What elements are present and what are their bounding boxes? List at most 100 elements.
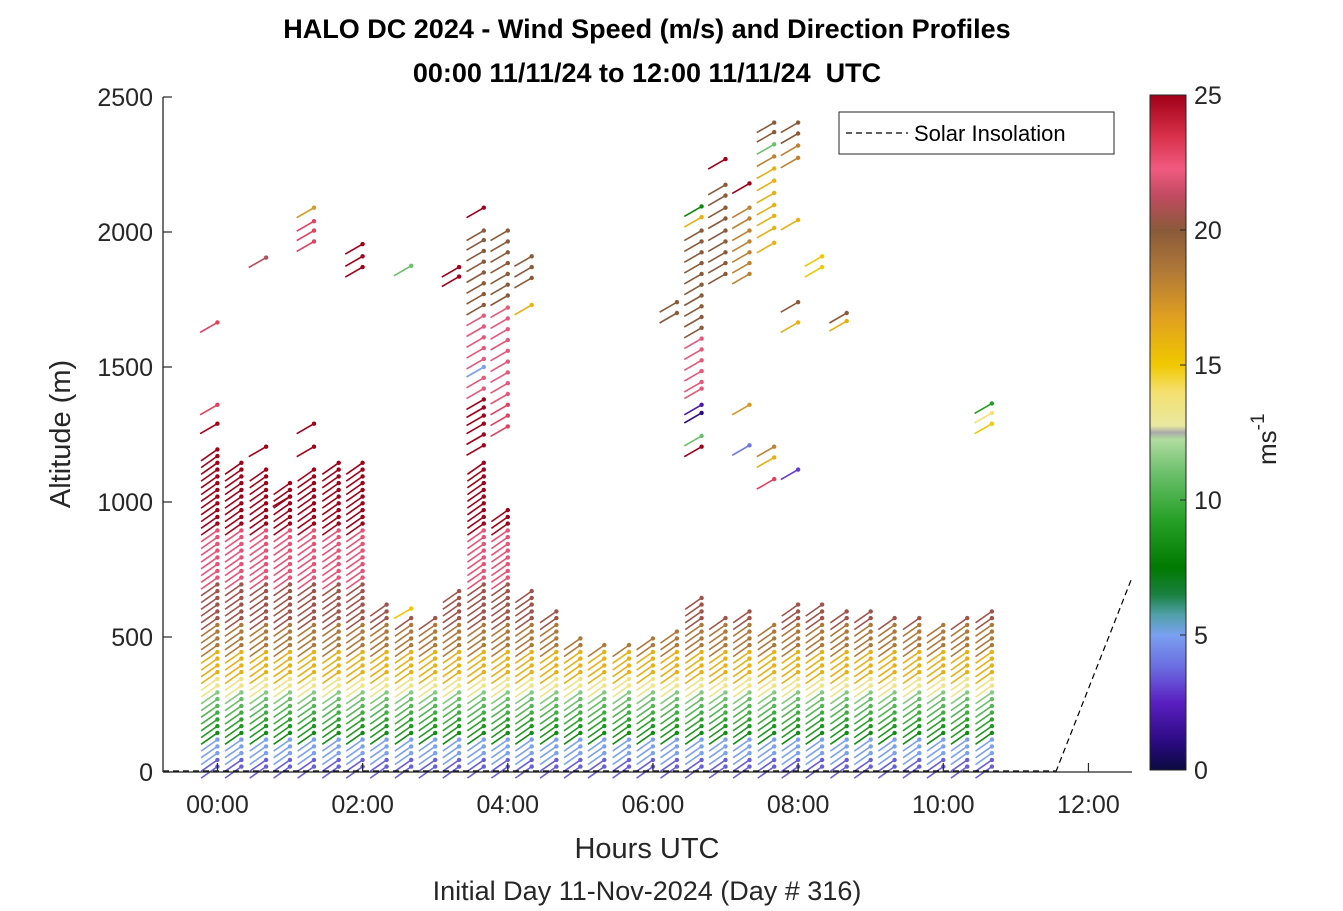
wind-barb-shaft [466, 336, 485, 348]
wind-barb-shaft [563, 732, 581, 745]
wind-barb-shaft [249, 583, 267, 597]
wind-barb-shaft [273, 549, 291, 563]
wind-barb-shaft [708, 725, 726, 739]
wind-barb-head [699, 214, 704, 220]
wind-barb-shaft [249, 570, 267, 583]
wind-barb-shaft [514, 718, 533, 732]
wind-barb-head [699, 282, 704, 287]
wind-barb-head [844, 703, 849, 709]
wind-barb-shaft [514, 732, 533, 745]
wind-barb-shaft [418, 644, 436, 658]
wind-barb-shaft [732, 725, 750, 739]
wind-barb-shaft [297, 597, 315, 610]
wind-barb-head [287, 487, 293, 493]
wind-barb-shaft [781, 678, 799, 691]
x-tick-label: 08:00 [767, 791, 830, 819]
wind-barb-shaft [466, 738, 485, 752]
wind-barb-shaft [975, 637, 993, 651]
wind-barb-head [699, 314, 704, 320]
wind-barb-head [989, 615, 995, 621]
wind-barb-shaft [490, 522, 509, 536]
wind-barb-head [263, 683, 269, 688]
wind-barb-head [844, 318, 849, 324]
wind-barb-head [263, 548, 269, 553]
wind-barb-shaft [757, 745, 775, 759]
wind-barb-head [723, 636, 728, 641]
wind-barb-shaft [466, 597, 485, 610]
wind-barb-head [772, 764, 777, 769]
wind-barb-head [747, 216, 752, 221]
wind-barb-head [674, 683, 680, 688]
wind-barb-shaft [781, 711, 799, 725]
wind-barb-head [554, 710, 559, 715]
wind-barb-head [287, 575, 293, 580]
wind-barb-shaft [273, 489, 291, 502]
wind-barb-head [433, 676, 438, 682]
wind-barb-shaft [490, 691, 509, 705]
wind-barb-shaft [829, 698, 848, 712]
wind-barb-head [723, 182, 728, 187]
wind-barb-shaft [249, 576, 267, 590]
wind-barb-shaft [853, 732, 872, 745]
wind-barb-shaft [200, 597, 218, 610]
colorbar-tick-label: 25 [1194, 82, 1222, 110]
wind-barb-shaft [321, 637, 340, 651]
wind-barb-shaft [684, 705, 703, 718]
wind-barb-head [239, 541, 244, 547]
wind-barb-shaft [950, 725, 968, 739]
wind-barb-shaft [587, 745, 605, 759]
wind-barb-shaft [757, 630, 775, 644]
wind-barb-shaft [683, 229, 703, 242]
wind-barb-shaft [950, 671, 968, 685]
wind-barb-shaft [853, 691, 872, 705]
wind-barb-shaft [902, 657, 920, 671]
wind-barb-head [360, 663, 365, 668]
chart-title: HALO DC 2024 - Wind Speed (m/s) and Dire… [283, 14, 1010, 44]
wind-barb-head [989, 723, 995, 729]
wind-barb-shaft [757, 671, 775, 685]
wind-barb-shaft [684, 698, 703, 712]
wind-barb-head [650, 737, 656, 742]
wind-barb-shaft [780, 144, 799, 157]
wind-barb-shaft [345, 691, 364, 705]
wind-barb-shaft [612, 651, 630, 664]
wind-barb-shaft [587, 664, 605, 678]
wind-barb-head [336, 696, 341, 702]
wind-barb-head [699, 386, 704, 391]
wind-barb-shaft [466, 657, 485, 671]
wind-barb-shaft [418, 752, 436, 766]
wind-barb-head [481, 669, 486, 675]
wind-barb-head [868, 609, 873, 614]
wind-barb-shaft [321, 475, 340, 489]
wind-barb-shaft [200, 644, 218, 658]
wind-barb-head [772, 730, 777, 736]
wind-barb-shaft [224, 509, 242, 523]
wind-barb-head [311, 507, 317, 513]
wind-barb-head [892, 690, 897, 695]
wind-barb-shaft [684, 637, 703, 651]
wind-barb-head [941, 750, 946, 756]
wind-barb-head [336, 703, 341, 709]
wind-barb-head [336, 683, 341, 688]
wind-barb-shaft [296, 220, 315, 232]
wind-barb-shaft [273, 691, 291, 705]
wind-barb-shaft [660, 732, 678, 745]
wind-barb-shaft [732, 610, 750, 624]
wind-barb-head [965, 703, 970, 709]
wind-barb-head [336, 690, 341, 695]
wind-barb-head [409, 669, 414, 675]
wind-barb-head [263, 534, 269, 540]
wind-barb-head [287, 723, 293, 729]
x-ticks: 00:00 02:00 04:00 06:00 08:00 10:00 12:00 [186, 763, 1120, 819]
wind-barb-head [747, 260, 752, 266]
wind-barb-head [965, 744, 970, 749]
wind-barb-head [433, 703, 438, 709]
wind-barb-shaft [974, 423, 993, 435]
wind-barb-shaft [756, 227, 775, 239]
wind-barb-head [772, 166, 777, 171]
wind-barb-shaft [829, 617, 848, 631]
wind-barb-head [868, 744, 873, 749]
wind-barb-shaft [707, 158, 726, 170]
wind-barb-shaft [563, 691, 581, 705]
wind-barb-shaft [612, 732, 630, 745]
